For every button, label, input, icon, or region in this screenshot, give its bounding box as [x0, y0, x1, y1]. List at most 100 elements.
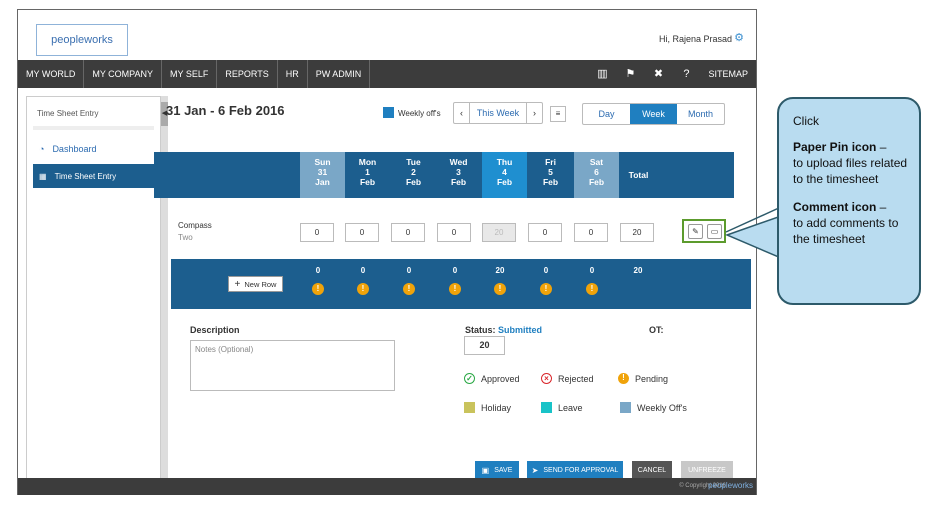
total-header: Total [628, 170, 649, 180]
comment-icon[interactable]: ▭ [707, 224, 722, 239]
approved-icon: ✓ [464, 373, 475, 384]
sidebar-item-label: Dashboard [52, 144, 97, 154]
total-thu: 20 [495, 266, 505, 275]
pending-icon: ! [312, 283, 324, 295]
totals-bar: + New Row 0 0 0 0 20 0 0 20 ! ! ! ! ! ! ! [171, 259, 751, 309]
nav-my-self[interactable]: MY SELF [162, 60, 218, 88]
sidebar-divider [33, 126, 154, 130]
timesheet-header: Sun 31 Jan Mon 1 Feb Tue 2 Feb Wed 3 Feb Thu 4 Feb… [154, 152, 734, 198]
total-sat: 0 [589, 266, 595, 275]
app-logo[interactable]: peopleworks [36, 24, 128, 56]
user-greeting: Hi, Rajena Prasad [658, 34, 732, 44]
help-icon[interactable]: ? [683, 68, 690, 80]
sidebar-item-dashboard[interactable]: ◔ Dashboard [27, 130, 160, 154]
pending-icon: ! [449, 283, 461, 295]
nav-my-world[interactable]: MY WORLD [18, 60, 85, 88]
tools-icon[interactable]: ✖ [653, 68, 664, 80]
hours-input-sat[interactable]: 0 [574, 223, 608, 242]
dashboard-icon: ◔ [39, 144, 45, 154]
day-header-sun: Sun 31 Jan [300, 152, 345, 198]
gear-icon[interactable]: ⚙ [734, 32, 744, 44]
row-project: Compass [178, 221, 212, 230]
hours-input-fri[interactable]: 0 [528, 223, 562, 242]
view-tabs: Day Week Month [582, 103, 725, 125]
ot-label: OT: [649, 325, 664, 335]
hours-input-sun[interactable]: 0 [300, 223, 334, 242]
total-week: 20 [633, 266, 643, 275]
day-header-thu: Thu 4 Feb [482, 152, 527, 198]
book-icon[interactable]: ▥ [597, 68, 608, 80]
next-week-button[interactable]: › [526, 103, 542, 123]
legend-rejected: × Rejected [541, 373, 594, 384]
weekly-offs-label: Weekly off's [398, 109, 441, 118]
nav-hr[interactable]: HR [278, 60, 308, 88]
sidebar: Time Sheet Entry ◔ Dashboard ▦ Time Shee… [26, 96, 165, 486]
rejected-icon: × [541, 373, 552, 384]
nav-pw-admin[interactable]: PW ADMIN [308, 60, 371, 88]
leave-swatch [541, 402, 552, 413]
prev-week-button[interactable]: ‹ [454, 103, 470, 123]
paper-pin-icon[interactable]: ✎ [688, 224, 703, 239]
weekly-offs-swatch [620, 402, 631, 413]
this-week-button[interactable]: This Week [476, 108, 520, 118]
legend-leave: Leave [541, 402, 583, 413]
new-row-button[interactable]: + New Row [228, 276, 283, 292]
hours-input-wed[interactable]: 0 [437, 223, 471, 242]
row-task: Two [178, 233, 193, 242]
pending-icon: ! [586, 283, 598, 295]
status-hours: 20 [464, 336, 505, 355]
tab-week[interactable]: Week [630, 104, 677, 124]
sidebar-title: Time Sheet Entry [37, 109, 99, 118]
collapse-sidebar-icon[interactable]: ◀ [161, 102, 168, 126]
main-nav: MY WORLD MY COMPANY MY SELF REPORTS HR P… [18, 60, 756, 88]
pending-icon: ! [540, 283, 552, 295]
notes-input[interactable]: Notes (Optional) [190, 340, 395, 391]
app-frame: peopleworks Hi, Rajena Prasad ⚙ MY WORLD… [17, 9, 757, 495]
day-header-wed: Wed 3 Feb [449, 157, 468, 187]
unfreeze-button: UNFREEZE [681, 461, 733, 479]
callout-click: Click [793, 114, 819, 128]
total-fri: 0 [543, 266, 549, 275]
sidebar-item-label: Time Sheet Entry [54, 171, 117, 181]
save-icon: ▣ [481, 465, 490, 475]
day-header-mon: Mon 1 Feb [358, 157, 377, 187]
calendar-icon: ▦ [39, 171, 47, 181]
hours-input-mon[interactable]: 0 [345, 223, 379, 242]
save-button[interactable]: ▣ SAVE [475, 461, 519, 479]
footer-logo: peopleworks [708, 481, 753, 490]
top-bar: peopleworks Hi, Rajena Prasad ⚙ [18, 10, 756, 60]
cancel-button[interactable]: CANCEL [632, 461, 672, 479]
tab-month[interactable]: Month [687, 109, 713, 119]
send-icon: ➤ [531, 465, 539, 475]
sidebar-item-time-sheet-entry[interactable]: ▦ Time Sheet Entry [33, 164, 165, 188]
weekly-offs-swatch [383, 107, 394, 118]
nav-reports[interactable]: REPORTS [217, 60, 278, 88]
help-callout: Click Paper Pin icon – to upload files re… [777, 97, 921, 305]
day-header-tue: Tue 2 Feb [405, 157, 422, 187]
copyright: © Copyright 2016 [679, 483, 726, 489]
nav-sitemap[interactable]: SITEMAP [708, 69, 748, 79]
send-for-approval-button[interactable]: ➤ SEND FOR APPROVAL [527, 461, 623, 479]
hours-input-tue[interactable]: 0 [391, 223, 425, 242]
flag-icon[interactable]: ⚑ [625, 68, 636, 80]
pending-icon: ! [618, 373, 629, 384]
nav-my-company[interactable]: MY COMPANY [84, 60, 163, 88]
description-label: Description [190, 325, 240, 335]
callout-pin: Paper Pin icon – to upload files related … [793, 140, 908, 186]
hours-input-thu: 20 [482, 223, 516, 242]
row-total: 20 [620, 223, 654, 242]
legend-approved: ✓ Approved [464, 373, 520, 384]
total-sun: 0 [315, 266, 321, 275]
pending-icon: ! [494, 283, 506, 295]
legend-weekly-offs: Weekly Off's [620, 402, 687, 413]
day-header-sat: Sat 6 Feb [574, 152, 619, 198]
tab-day[interactable]: Day [598, 109, 615, 119]
status-label: Status: Submitted [465, 325, 543, 335]
plus-icon: + [234, 278, 241, 290]
week-navigator: ‹ This Week › [453, 102, 543, 124]
sidebar-scrollbar[interactable]: ◀ [161, 96, 168, 486]
row-actions: ✎ ▭ [682, 219, 726, 243]
menu-icon[interactable]: ≡ [550, 106, 566, 122]
total-mon: 0 [360, 266, 366, 275]
pending-icon: ! [357, 283, 369, 295]
